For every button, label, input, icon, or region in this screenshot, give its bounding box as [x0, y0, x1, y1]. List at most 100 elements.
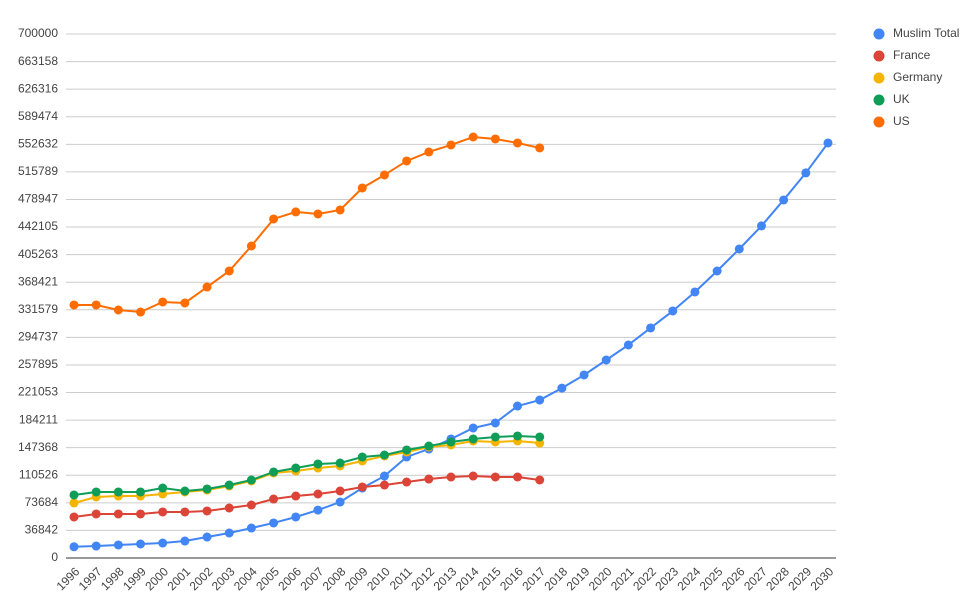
y-tick-label: 368421 [18, 274, 58, 288]
series-line [74, 135, 540, 314]
legend-marker [873, 72, 885, 84]
data-point [402, 477, 412, 487]
y-tick-label: 478947 [18, 192, 58, 206]
data-point [668, 306, 678, 316]
x-tick-label: 2022 [630, 564, 659, 593]
data-point [335, 205, 345, 215]
data-point [291, 463, 301, 473]
data-point [712, 266, 722, 276]
x-tick-label: 2029 [785, 564, 814, 593]
data-point [269, 494, 279, 504]
legend-label: Germany [893, 70, 942, 84]
data-point [246, 475, 256, 485]
y-tick-label: 36842 [25, 523, 59, 537]
y-tick-label: 589474 [18, 109, 58, 123]
x-tick-label: 2024 [675, 564, 704, 593]
data-point [490, 134, 500, 144]
y-tick-label: 405263 [18, 247, 58, 261]
data-point [424, 441, 434, 451]
data-point [468, 423, 478, 433]
legend-label: US [893, 114, 910, 128]
x-tick-label: 2028 [763, 564, 792, 593]
data-point [513, 472, 523, 482]
y-tick-label: 221053 [18, 385, 58, 399]
y-tick-label: 626316 [18, 81, 58, 95]
data-point [269, 467, 279, 477]
x-tick-label: 2020 [586, 564, 615, 593]
data-point [180, 486, 190, 496]
data-point [113, 305, 123, 315]
x-tick-label: 1997 [76, 564, 105, 593]
x-tick-label: 2009 [342, 564, 371, 593]
data-point [180, 298, 190, 308]
data-point [557, 383, 567, 393]
data-point [136, 539, 146, 549]
series-line [73, 434, 540, 496]
x-tick-label: 2023 [652, 564, 681, 593]
data-point [468, 434, 478, 444]
data-point [246, 500, 256, 510]
data-point [335, 486, 345, 496]
x-tick-label: 2025 [697, 564, 726, 593]
data-point [313, 505, 323, 515]
series-line [73, 142, 829, 548]
data-point [136, 487, 146, 497]
data-point [335, 458, 345, 468]
data-point [535, 143, 545, 153]
legend-marker [873, 94, 885, 106]
data-point [69, 498, 79, 508]
data-point [158, 538, 168, 548]
data-point [313, 209, 323, 219]
x-tick-label: 2007 [298, 564, 327, 593]
x-tick-label: 2021 [608, 564, 637, 593]
data-point [513, 431, 523, 441]
data-point [69, 542, 79, 552]
data-point [690, 287, 700, 297]
data-point [513, 401, 523, 411]
data-point [823, 138, 833, 148]
data-point [535, 395, 545, 405]
x-tick-label: 2018 [541, 564, 570, 593]
data-point [246, 523, 256, 533]
y-tick-label: 294737 [18, 330, 58, 344]
data-point [69, 490, 79, 500]
y-tick-label: 73684 [25, 495, 59, 509]
x-tick-label: 2012 [408, 564, 437, 593]
data-point [513, 138, 523, 148]
data-point [379, 450, 389, 460]
y-tick-label: 110526 [19, 467, 58, 481]
data-point [313, 459, 323, 469]
data-point [224, 503, 234, 513]
data-point [579, 370, 589, 380]
data-point [379, 480, 389, 490]
legend-label: France [893, 48, 931, 62]
data-point [313, 489, 323, 499]
data-point [756, 221, 766, 231]
data-point [158, 483, 168, 493]
data-point [490, 418, 500, 428]
data-point [424, 474, 434, 484]
data-point [446, 437, 456, 447]
data-point [158, 507, 168, 517]
data-point [446, 140, 456, 150]
data-point [113, 487, 123, 497]
data-point [180, 507, 190, 517]
data-point [246, 241, 256, 251]
y-tick-label: 552632 [18, 136, 58, 150]
data-point [291, 207, 301, 217]
y-tick-label: 663158 [18, 54, 58, 68]
data-point [136, 307, 146, 317]
data-point [335, 497, 345, 507]
x-tick-label: 2004 [231, 564, 260, 593]
data-point [801, 168, 811, 178]
data-point [180, 536, 190, 546]
data-point [779, 195, 789, 205]
x-tick-label: 2010 [364, 564, 393, 593]
x-tick-label: 2011 [387, 564, 415, 592]
data-point [202, 484, 212, 494]
y-tick-label: 0 [51, 550, 58, 564]
data-point [224, 480, 234, 490]
series-line [73, 439, 540, 504]
x-tick-label: 2013 [431, 564, 460, 593]
data-point [69, 512, 79, 522]
